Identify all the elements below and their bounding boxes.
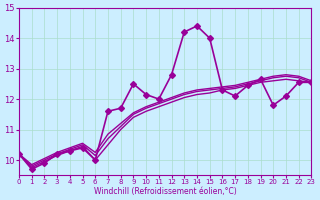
X-axis label: Windchill (Refroidissement éolien,°C): Windchill (Refroidissement éolien,°C) <box>94 187 236 196</box>
